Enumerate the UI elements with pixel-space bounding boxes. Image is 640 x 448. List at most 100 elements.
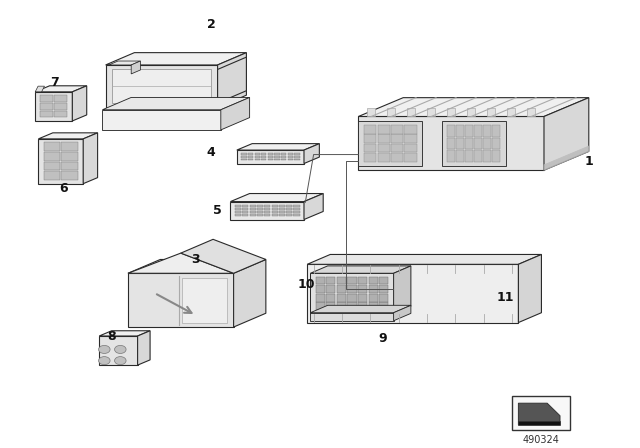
Bar (261, 153, 266, 155)
Bar (112, 69, 211, 103)
Polygon shape (304, 194, 323, 220)
Bar (294, 214, 300, 216)
Bar (358, 302, 367, 310)
Bar (456, 138, 464, 149)
Polygon shape (237, 150, 304, 164)
Bar (316, 285, 325, 293)
Bar (287, 153, 293, 155)
Bar (364, 125, 376, 134)
Bar (337, 294, 346, 302)
Bar (268, 156, 273, 158)
Polygon shape (408, 108, 415, 116)
Bar (492, 138, 500, 149)
Bar (279, 214, 285, 216)
Bar (279, 205, 285, 207)
Bar (378, 134, 390, 143)
Bar (465, 125, 473, 137)
Bar (483, 138, 491, 149)
Bar (40, 111, 53, 117)
Polygon shape (358, 98, 589, 116)
Bar (248, 153, 253, 155)
Text: 8: 8 (108, 329, 116, 343)
Bar (379, 285, 388, 293)
Polygon shape (131, 61, 140, 74)
Bar (54, 95, 67, 102)
Bar (61, 172, 78, 180)
Bar (348, 285, 356, 293)
Bar (241, 156, 246, 158)
Bar (512, 396, 570, 430)
Polygon shape (38, 139, 83, 184)
Polygon shape (544, 98, 589, 170)
Bar (264, 208, 270, 210)
Bar (268, 159, 273, 160)
Polygon shape (109, 61, 140, 65)
Polygon shape (447, 108, 455, 116)
Bar (279, 208, 285, 210)
Polygon shape (221, 98, 250, 130)
Bar (264, 211, 270, 213)
Polygon shape (310, 273, 394, 314)
Polygon shape (102, 98, 250, 110)
Bar (241, 153, 246, 155)
Bar (456, 125, 464, 137)
Bar (235, 208, 241, 210)
Bar (182, 278, 227, 323)
Bar (483, 150, 491, 162)
Bar (378, 153, 390, 162)
Bar (316, 302, 325, 310)
Bar (250, 205, 255, 207)
Bar (248, 156, 253, 158)
Bar (264, 214, 270, 216)
Bar (474, 125, 482, 137)
Bar (286, 214, 292, 216)
Bar (54, 111, 67, 117)
Polygon shape (99, 336, 138, 365)
Bar (242, 214, 248, 216)
Bar (242, 208, 248, 210)
Polygon shape (527, 108, 535, 116)
Bar (264, 205, 270, 207)
Bar (348, 294, 356, 302)
Bar (257, 214, 263, 216)
Polygon shape (128, 273, 234, 327)
Bar (271, 208, 278, 210)
Polygon shape (304, 144, 319, 164)
Text: 3: 3 (191, 253, 200, 267)
Bar (447, 150, 455, 162)
Bar (250, 208, 255, 210)
Bar (358, 294, 367, 302)
Bar (294, 159, 300, 160)
Polygon shape (428, 108, 435, 116)
Bar (379, 294, 388, 302)
Circle shape (115, 345, 126, 353)
Text: 10: 10 (297, 278, 315, 291)
Bar (287, 156, 293, 158)
Text: 490324: 490324 (522, 435, 559, 445)
Polygon shape (35, 86, 87, 92)
Bar (279, 211, 285, 213)
Polygon shape (310, 313, 394, 321)
Polygon shape (367, 108, 375, 116)
Bar (271, 214, 278, 216)
Bar (316, 294, 325, 302)
Polygon shape (218, 53, 246, 108)
Polygon shape (218, 57, 246, 103)
Polygon shape (138, 331, 150, 365)
Bar (250, 211, 255, 213)
Bar (364, 153, 376, 162)
Bar (483, 125, 491, 137)
Bar (326, 277, 335, 284)
Bar (255, 153, 260, 155)
Polygon shape (307, 254, 541, 264)
Bar (326, 294, 335, 302)
Bar (286, 208, 292, 210)
Bar (364, 134, 376, 143)
Bar (271, 211, 278, 213)
Bar (358, 277, 367, 284)
Bar (44, 152, 60, 161)
Bar (294, 153, 300, 155)
Circle shape (115, 357, 126, 365)
Bar (281, 153, 286, 155)
Polygon shape (307, 264, 518, 323)
